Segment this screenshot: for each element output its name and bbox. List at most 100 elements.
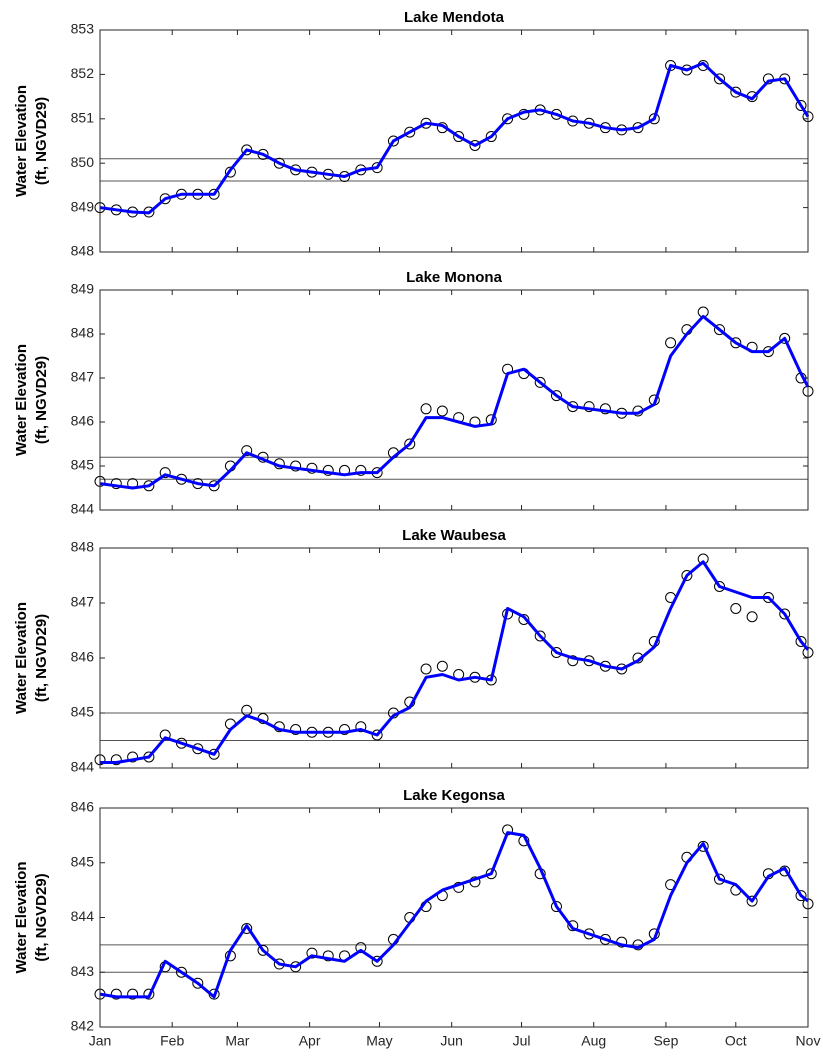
observed-point <box>110 478 122 490</box>
chart-title: Lake Monona <box>406 269 503 286</box>
x-tick-label: Jan <box>89 1033 112 1049</box>
y-tick-label: 847 <box>71 594 95 610</box>
observed-point <box>436 405 448 417</box>
observed-point <box>730 337 742 349</box>
y-tick-label: 848 <box>71 539 95 555</box>
x-tick-label: Apr <box>299 1033 321 1049</box>
simulated-line <box>100 560 810 764</box>
observed-point <box>485 131 497 143</box>
observed-point <box>176 737 188 749</box>
observed-point <box>534 376 546 388</box>
y-tick-label: 848 <box>71 243 95 259</box>
observed-point <box>387 135 399 147</box>
y-tick-label: 844 <box>71 759 95 775</box>
observed-point <box>714 873 725 885</box>
observed-point <box>436 660 448 672</box>
chart-title: Lake Kegonsa <box>403 787 505 804</box>
observed-point <box>779 608 791 620</box>
observed-point <box>730 603 742 614</box>
observed-point <box>567 920 579 932</box>
plot-frame <box>99 807 809 1028</box>
y-axis-label: (ft, NGVD29) <box>33 614 50 702</box>
observed-point <box>502 113 514 125</box>
x-tick-label: Oct <box>725 1033 747 1049</box>
observed-point <box>730 86 742 98</box>
x-tick-label: Jul <box>513 1033 531 1049</box>
observed-point <box>290 724 302 735</box>
y-axis-label: Water Elevation <box>13 344 30 456</box>
y-tick-label: 852 <box>71 65 95 81</box>
observed-point <box>714 581 725 592</box>
observed-point <box>779 332 791 344</box>
observed-point <box>599 933 611 945</box>
observed-point <box>306 462 318 474</box>
observed-point <box>176 966 188 978</box>
y-tick-label: 850 <box>71 154 95 170</box>
y-tick-label: 844 <box>71 501 95 517</box>
observed-point <box>371 729 383 741</box>
observed-point <box>697 840 709 852</box>
observed-point <box>762 73 774 85</box>
observed-point <box>795 99 807 111</box>
plot-frame <box>99 29 809 253</box>
observed-point <box>224 166 236 178</box>
plot-area <box>100 808 808 1027</box>
x-tick-label: May <box>366 1033 392 1049</box>
y-axis-label: Water Elevation <box>13 85 30 197</box>
y-tick-label: 851 <box>71 110 95 126</box>
simulated-line <box>99 831 809 999</box>
observed-point <box>355 942 367 954</box>
chart-title: Lake Waubesa <box>402 527 506 544</box>
observed-point <box>795 890 807 902</box>
plot-area <box>100 548 808 768</box>
plot-area <box>100 30 808 252</box>
observed-point <box>714 73 725 85</box>
observed-point <box>599 403 611 415</box>
y-tick-label: 843 <box>71 963 95 979</box>
y-axis-label: (ft, NGVD29) <box>33 356 50 444</box>
y-tick-label: 842 <box>71 1018 95 1034</box>
observed-point <box>241 445 253 457</box>
observed-point <box>192 743 204 755</box>
y-axis-label: Water Elevation <box>13 862 30 974</box>
observed-point <box>322 464 334 476</box>
observed-point <box>714 324 725 336</box>
observed-point <box>339 724 351 735</box>
y-tick-label: 846 <box>71 799 95 815</box>
observed-point <box>420 403 432 415</box>
observed-point <box>534 630 546 642</box>
observed-point <box>110 988 122 1000</box>
x-tick-label: Aug <box>581 1033 606 1049</box>
observed-point <box>746 611 758 623</box>
observed-point <box>110 754 122 766</box>
y-axis-label: (ft, NGVD29) <box>33 97 50 185</box>
observed-point <box>550 647 562 658</box>
observed-point <box>453 131 465 143</box>
observed-point <box>371 955 383 967</box>
observed-point <box>355 721 367 733</box>
simulated-line <box>99 314 810 490</box>
observed-point <box>550 901 562 913</box>
y-tick-label: 847 <box>71 369 95 385</box>
observed-point <box>208 748 220 760</box>
observed-point <box>290 460 302 472</box>
plot-frame <box>99 547 809 769</box>
plot-area <box>100 290 808 510</box>
observed-point <box>127 751 139 763</box>
chart-title: Lake Mendota <box>404 9 505 26</box>
x-tick-label: Feb <box>160 1033 184 1049</box>
y-tick-label: 846 <box>71 649 95 665</box>
y-axis-label: (ft, NGVD29) <box>33 873 50 961</box>
x-tick-label: Mar <box>225 1033 249 1049</box>
observed-point <box>681 570 693 581</box>
plot-frame <box>99 289 809 511</box>
observed-point <box>257 944 269 956</box>
observed-point <box>404 438 416 450</box>
y-tick-label: 845 <box>71 704 95 720</box>
observed-point <box>485 868 497 880</box>
observed-point <box>469 139 481 151</box>
y-tick-label: 844 <box>71 908 95 924</box>
y-tick-label: 853 <box>71 21 95 37</box>
observed-point <box>127 988 139 1000</box>
